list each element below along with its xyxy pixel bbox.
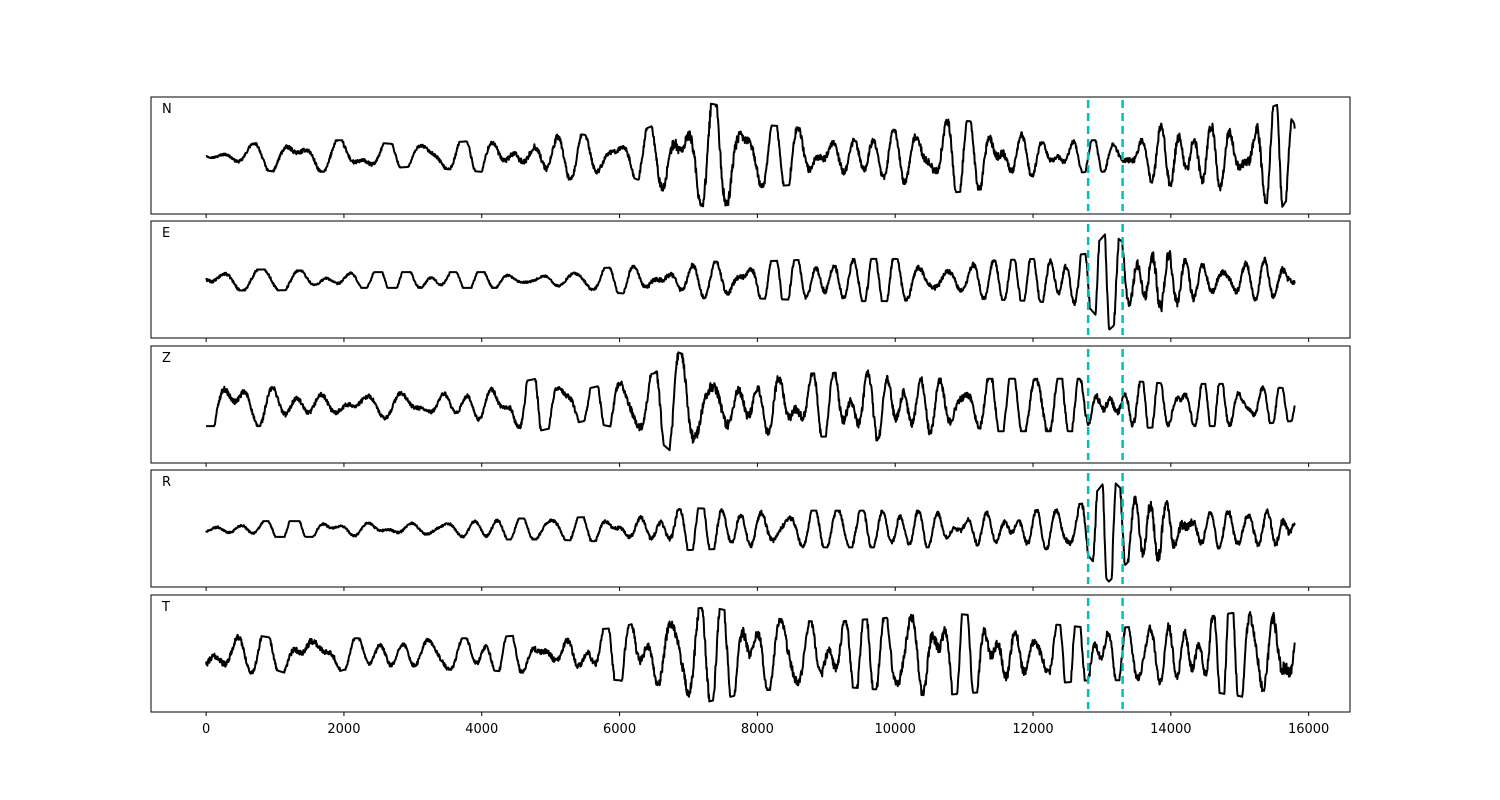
x-tick-label: 6000 xyxy=(603,722,636,737)
panel-n: N xyxy=(150,96,1351,218)
panel-frame xyxy=(150,220,1351,339)
panel-label: E xyxy=(162,226,170,241)
x-tick-label: 10000 xyxy=(875,722,916,737)
panel-label: Z xyxy=(162,351,171,366)
panel-t: T xyxy=(150,594,1351,716)
panel-label: R xyxy=(162,475,171,490)
x-tick-label: 14000 xyxy=(1150,722,1191,737)
panel-r: R xyxy=(150,469,1351,591)
x-tick-label: 16000 xyxy=(1288,722,1329,737)
x-tick-label: 12000 xyxy=(1012,722,1053,737)
x-tick-label: 2000 xyxy=(327,722,360,737)
waveform-trace xyxy=(205,482,1296,583)
waveform-trace xyxy=(205,102,1296,208)
panel-frame xyxy=(150,594,1351,713)
x-tick-label: 4000 xyxy=(465,722,498,737)
panel-label: N xyxy=(162,102,172,117)
panel-e: E xyxy=(150,220,1351,342)
x-axis: 0 2000 4000 6000 8000 10000 12000 14000 16000 xyxy=(202,722,1329,737)
panel-frame xyxy=(150,96,1351,215)
x-tick-label: 0 xyxy=(202,722,210,737)
panels-layer: N E Z R T xyxy=(150,96,1351,716)
panel-frame xyxy=(150,469,1351,588)
x-tick-label: 8000 xyxy=(741,722,774,737)
panel-z: Z xyxy=(150,345,1351,467)
panel-frame xyxy=(150,345,1351,464)
panel-label: T xyxy=(161,600,170,615)
waveform-trace xyxy=(205,606,1296,703)
waveform-trace xyxy=(205,233,1296,331)
waveform-trace xyxy=(205,351,1296,452)
